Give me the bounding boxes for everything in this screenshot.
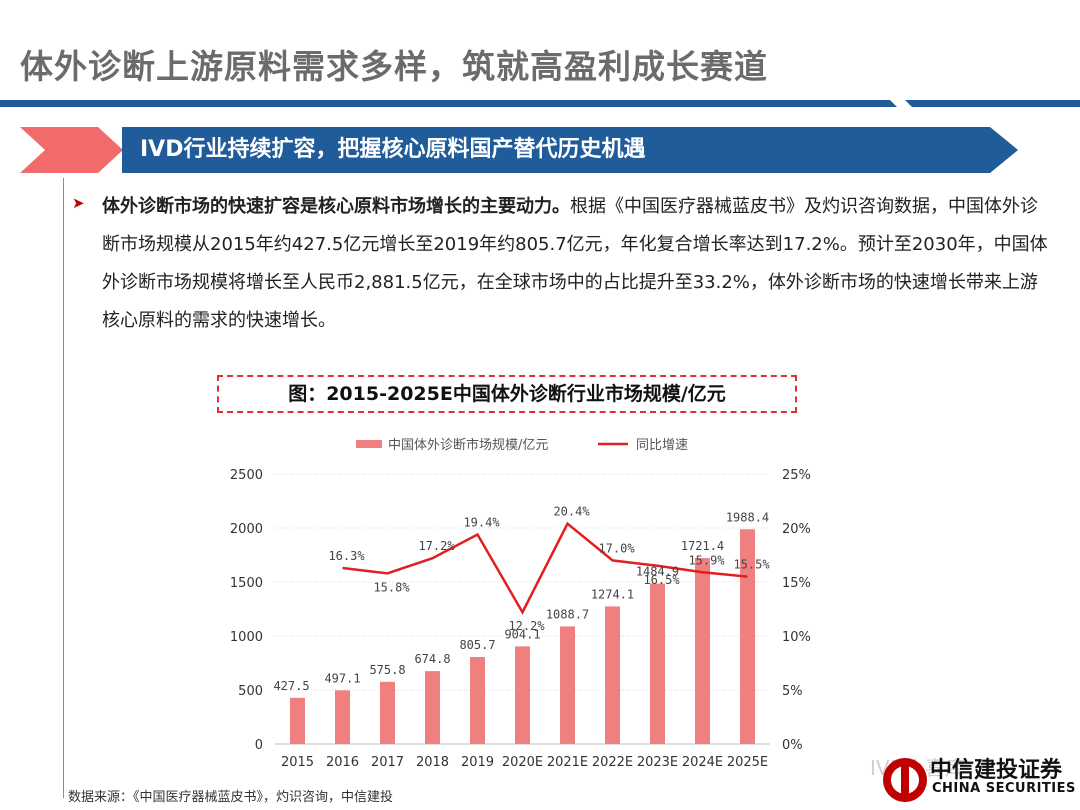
y-left-tick-label: 1500 xyxy=(230,576,263,591)
x-tick-label: 2023E xyxy=(637,755,678,770)
y-right-tick-label: 0% xyxy=(782,738,803,753)
line-data-label: 15.9% xyxy=(688,553,725,567)
bar xyxy=(290,697,305,744)
bar-data-label: 1274.1 xyxy=(591,587,634,601)
section-banner-text: IVD行业持续扩容，把握核心原料国产替代历史机遇 xyxy=(140,137,646,162)
bar-data-label: 427.5 xyxy=(273,679,309,693)
y-left-tick-label: 2000 xyxy=(230,522,263,537)
bar-data-label: 1484.9 xyxy=(636,565,679,579)
y-left-tick-label: 1000 xyxy=(230,630,263,645)
bullet-arrow-icon: ➤ xyxy=(72,194,85,212)
y-right-tick-label: 20% xyxy=(782,522,811,537)
section-banner xyxy=(20,127,1018,173)
title-rule xyxy=(0,100,1080,107)
y-right-tick-label: 5% xyxy=(782,684,803,699)
x-tick-label: 2022E xyxy=(592,755,633,770)
bar-data-label: 674.8 xyxy=(414,652,450,666)
source-note: 数据来源：《中国医疗器械蓝皮书》，灼识咨询，中信建投 xyxy=(68,790,394,805)
x-tick-label: 2019 xyxy=(461,755,494,770)
line-data-label: 16.5% xyxy=(643,573,680,587)
bar-data-label: 1721.4 xyxy=(681,539,724,553)
x-tick-label: 2016 xyxy=(326,755,359,770)
line-data-label: 15.5% xyxy=(733,558,770,572)
line-data-label: 20.4% xyxy=(553,505,590,519)
body-text: 根据《中国医疗器械蓝皮书》及灼识咨询数据，中国体外诊断市场规模从2015年约42… xyxy=(102,196,1048,331)
x-tick-label: 2020E xyxy=(502,755,543,770)
legend-line-label: 同比增速 xyxy=(636,438,688,453)
line-data-label: 16.3% xyxy=(328,549,365,563)
x-tick-label: 2025E xyxy=(727,755,768,770)
content-divider xyxy=(63,178,64,798)
logo-name: 中信建投证券 xyxy=(930,757,1063,783)
y-right-tick-label: 25% xyxy=(782,468,811,483)
line-data-label: 15.8% xyxy=(373,580,410,594)
line-data-label: 17.2% xyxy=(418,539,455,553)
y-right-tick-label: 15% xyxy=(782,576,811,591)
bar xyxy=(695,558,710,744)
bar-data-label: 497.1 xyxy=(324,671,360,685)
bar xyxy=(515,646,530,744)
line-data-label: 17.0% xyxy=(598,541,635,555)
x-tick-label: 2017 xyxy=(371,755,404,770)
y-left-tick-label: 0 xyxy=(255,738,263,753)
bar xyxy=(740,529,755,744)
bar-data-label: 805.7 xyxy=(459,638,495,652)
y-left-tick-label: 2500 xyxy=(230,468,263,483)
logo-english-name: CHINA SECURITIES xyxy=(932,781,1076,796)
x-tick-label: 2021E xyxy=(547,755,588,770)
body-paragraph: 体外诊断市场的快速扩容是核心原料市场增长的主要动力。根据《中国医疗器械蓝皮书》及… xyxy=(102,188,1052,340)
page-title: 体外诊断上游原料需求多样，筑就高盈利成长赛道 xyxy=(20,47,768,86)
x-tick-label: 2018 xyxy=(416,755,449,770)
y-left-tick-label: 500 xyxy=(238,684,263,699)
y-right-tick-label: 10% xyxy=(782,630,811,645)
bar xyxy=(335,690,350,744)
line-data-label: 12.2% xyxy=(508,619,545,633)
growth-line xyxy=(342,521,748,615)
bar-data-label: 1988.4 xyxy=(726,510,769,524)
chart-title: 图：2015-2025E中国体外诊断行业市场规模/亿元 xyxy=(288,383,726,405)
legend-bar-swatch xyxy=(356,440,382,448)
bar xyxy=(380,681,395,744)
bar xyxy=(470,656,485,744)
company-logo xyxy=(883,758,927,802)
chart-title-frame xyxy=(217,375,797,413)
bar xyxy=(605,606,620,744)
bar xyxy=(560,626,575,744)
body-bold: 体外诊断市场的快速扩容是核心原料市场增长的主要动力。 xyxy=(102,196,570,217)
bar xyxy=(650,583,665,744)
x-tick-label: 2015 xyxy=(281,755,314,770)
bar-data-label: 1088.7 xyxy=(546,607,589,621)
bar xyxy=(425,671,440,744)
x-tick-label: 2024E xyxy=(682,755,723,770)
line-data-label: 19.4% xyxy=(463,515,500,529)
bar-data-label: 575.8 xyxy=(369,663,405,677)
legend-bar-label: 中国体外诊断市场规模/亿元 xyxy=(388,437,548,453)
bar-data-label: 904.1 xyxy=(504,627,540,641)
